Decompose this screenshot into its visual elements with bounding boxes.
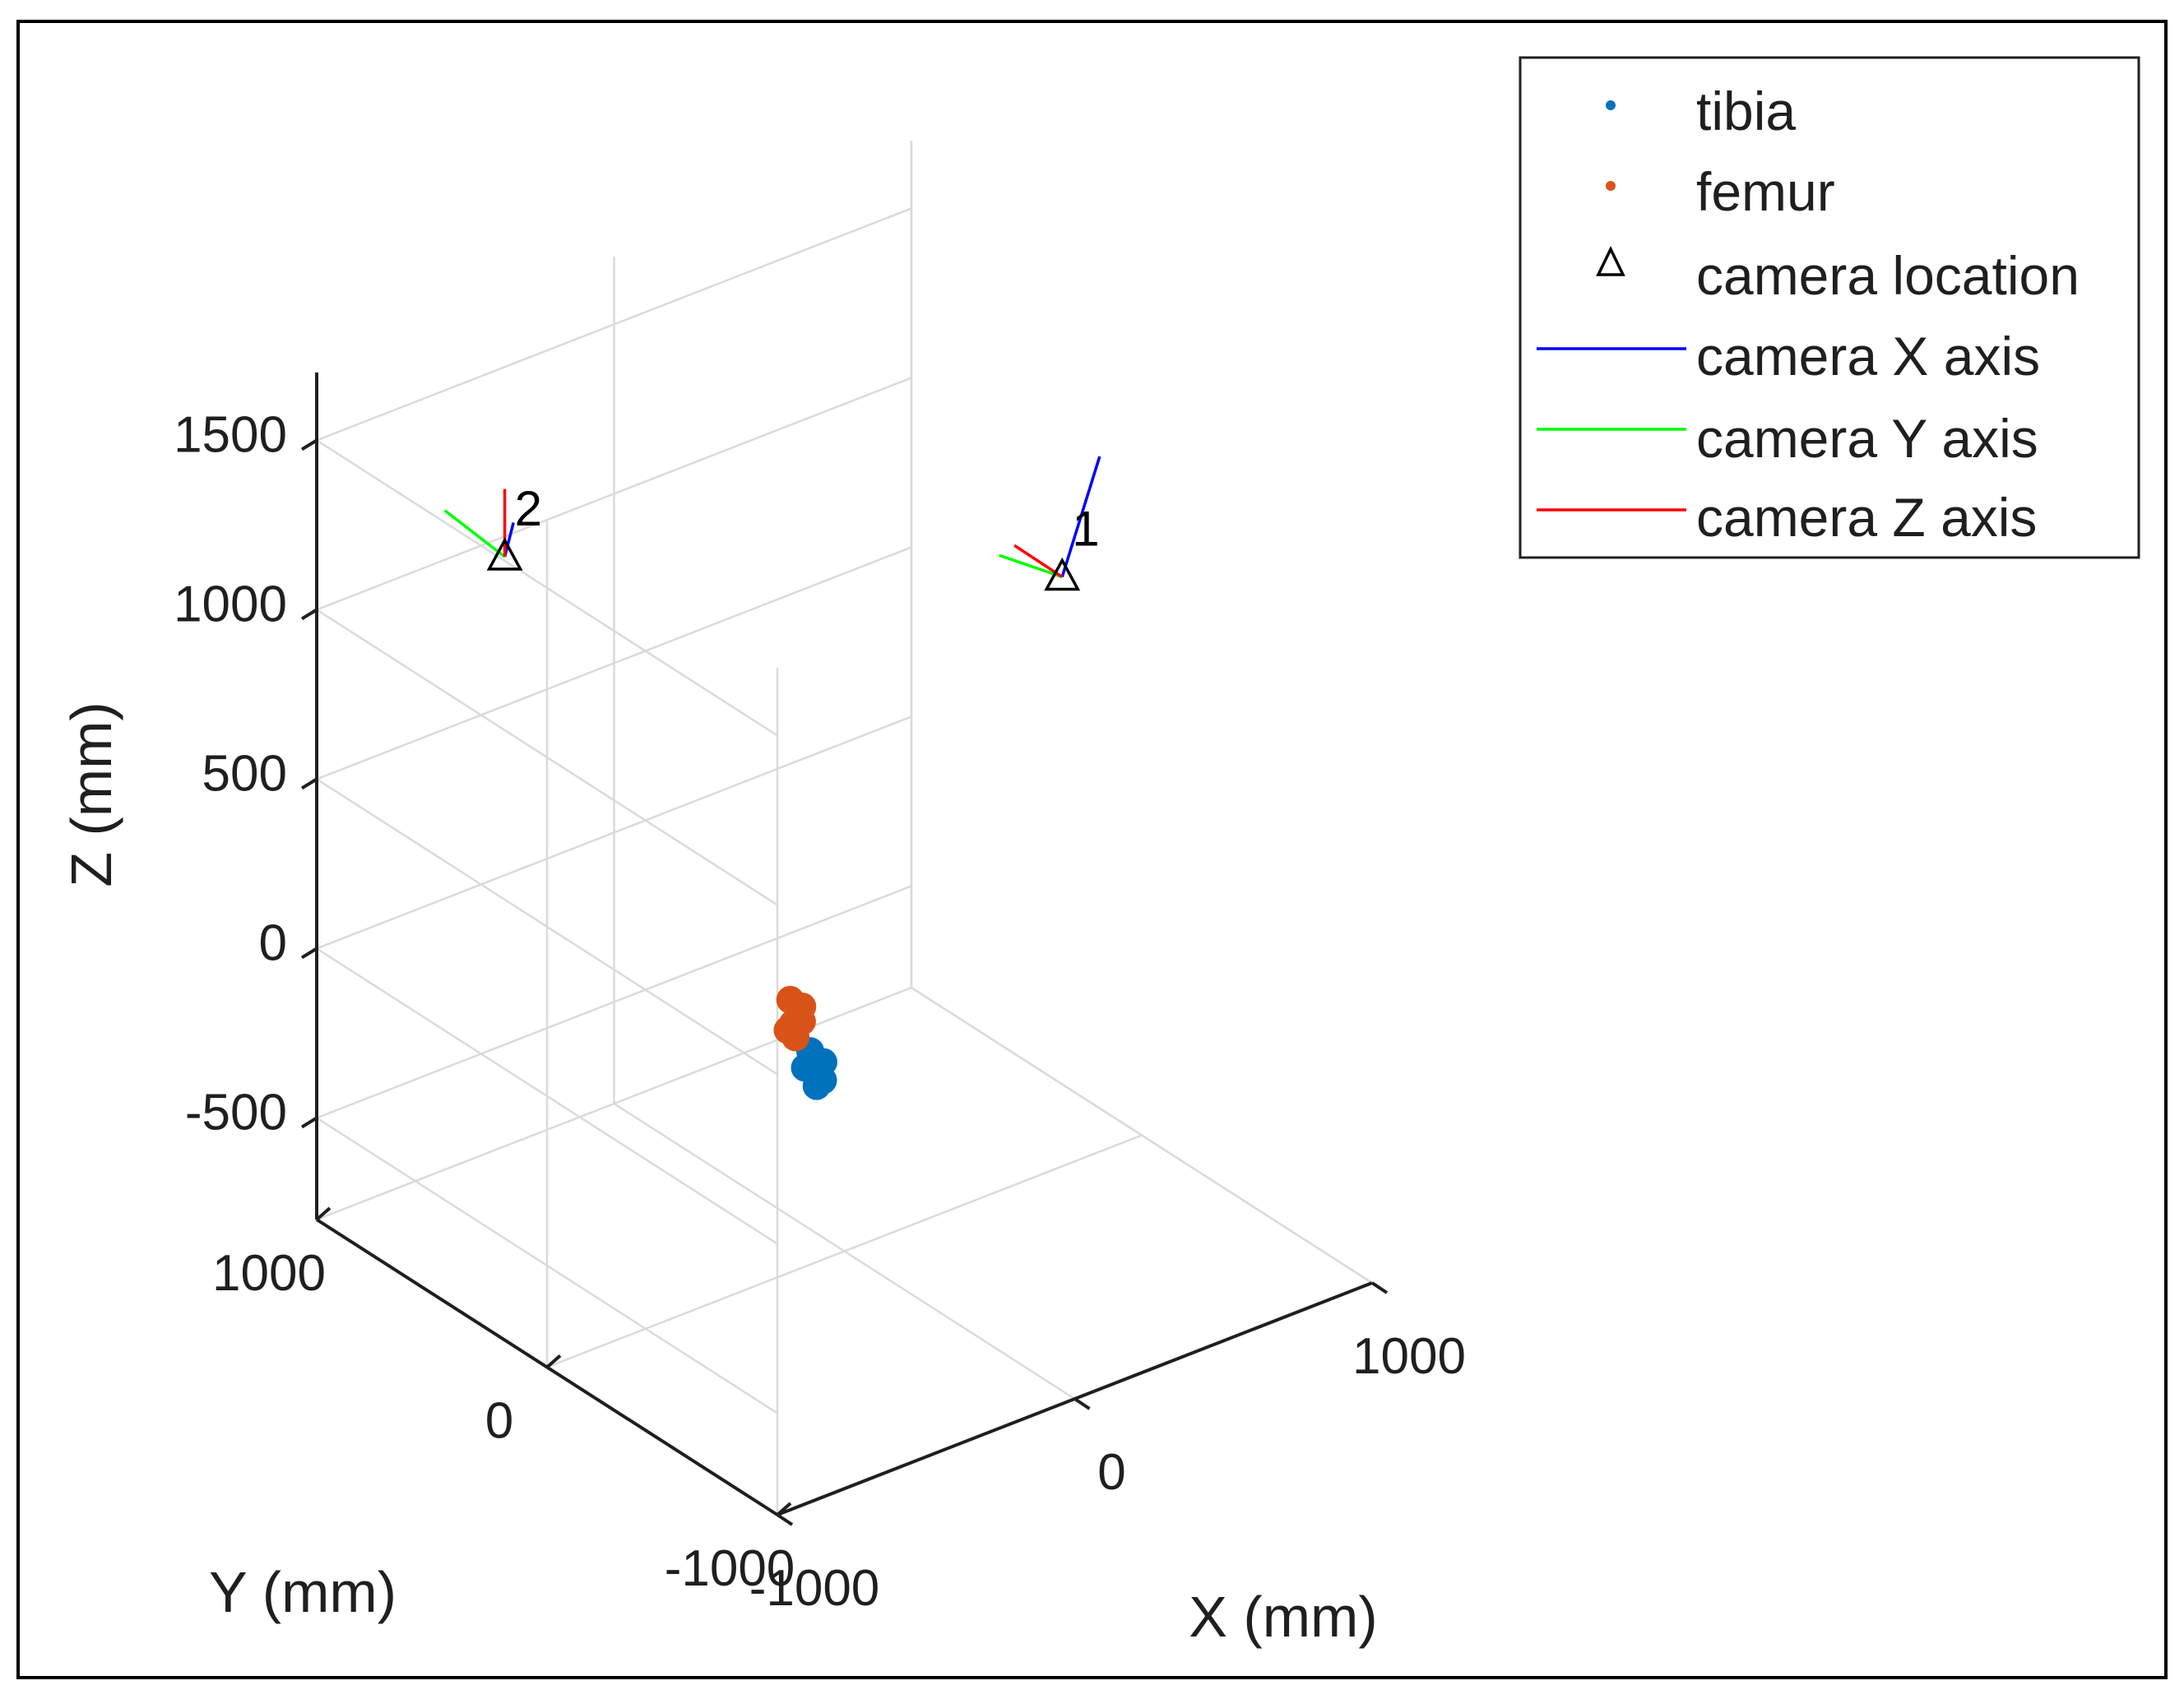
legend-item-camera-z-axis: camera Z axis (1537, 487, 2037, 548)
y-tick-label: 1000 (212, 1245, 326, 1302)
camera-2: 2 (443, 481, 542, 571)
femur-point (787, 1007, 816, 1036)
camera-2-y-axis-line (443, 509, 506, 558)
x-tick-label: -1000 (749, 1560, 880, 1617)
legend-label-camera-x-axis: camera X axis (1696, 326, 2040, 387)
legend: tibia femur camera location camera X axi… (1519, 56, 2140, 559)
camera-1: 1 (999, 456, 1101, 591)
z-tick (300, 1116, 318, 1129)
z-tick-labels: -500 0 500 1000 1500 (174, 406, 287, 1141)
camera-1-x-axis-line (1060, 456, 1101, 577)
grid-line-y (546, 1134, 1143, 1368)
legend-item-tibia: tibia (1606, 81, 1796, 141)
legend-label-camera-y-axis: camera Y axis (1696, 408, 2038, 469)
camera-2-location-triangle (486, 537, 523, 571)
legend-item-camera-location: camera location (1596, 245, 2080, 306)
z-tick (300, 438, 318, 451)
y-tick (545, 1354, 562, 1369)
y-axis-label: Y (mm) (209, 1560, 396, 1624)
femur-point (776, 985, 805, 1014)
z-tick-label: -500 (185, 1084, 287, 1141)
z-tick (300, 947, 318, 960)
x-tick (1073, 1397, 1091, 1410)
camera-2-x-axis-line (503, 521, 515, 558)
x-axis-label: X (mm) (1189, 1585, 1377, 1649)
y-tick-labels: -1000 0 1000 (212, 1245, 795, 1597)
x-tick-label: 1000 (1352, 1328, 1466, 1385)
z-tick-label: 0 (259, 914, 287, 971)
y-tick-label: 0 (485, 1393, 513, 1450)
legend-item-camera-x-axis: camera X axis (1537, 326, 2040, 387)
z-tick (300, 777, 318, 790)
x-tick-label: 0 (1097, 1444, 1125, 1501)
x-tick (776, 1513, 794, 1526)
camera-2-label: 2 (515, 481, 542, 536)
z-tick-label: 1000 (174, 576, 287, 632)
legend-marker-tibia (1606, 100, 1616, 110)
legend-triangle-icon (1596, 245, 1625, 276)
legend-label-tibia: tibia (1696, 81, 1796, 141)
legend-label-camera-location: camera location (1696, 245, 2080, 306)
legend-marker-femur (1606, 181, 1616, 191)
tibia-point (791, 1053, 819, 1082)
box-edge (911, 986, 1373, 1285)
legend-box (1519, 56, 2140, 559)
y-tick (776, 1502, 792, 1516)
y-tick (315, 1206, 332, 1221)
legend-item-camera-y-axis: camera Y axis (1537, 408, 2038, 469)
x-tick-labels: -1000 0 1000 (749, 1328, 1466, 1617)
z-axis-label: Z (mm) (59, 701, 123, 887)
tick-marks (300, 438, 1389, 1526)
legend-label-femur: femur (1696, 161, 1835, 222)
camera-1-location-triangle (1044, 557, 1081, 591)
z-tick-label: 1500 (174, 406, 287, 463)
camera-1-y-axis-line (999, 553, 1063, 579)
y-tick-label: -1000 (665, 1540, 795, 1597)
z-tick (300, 608, 318, 621)
legend-item-femur: femur (1606, 161, 1835, 222)
camera-1-label: 1 (1072, 501, 1099, 556)
series-points (773, 985, 837, 1100)
cameras: 1 2 (443, 456, 1101, 591)
legend-label-camera-z-axis: camera Z axis (1696, 487, 2037, 548)
x-tick (1370, 1281, 1389, 1294)
z-tick-label: 500 (202, 745, 287, 802)
camera-1-z-axis-line (1013, 544, 1064, 578)
